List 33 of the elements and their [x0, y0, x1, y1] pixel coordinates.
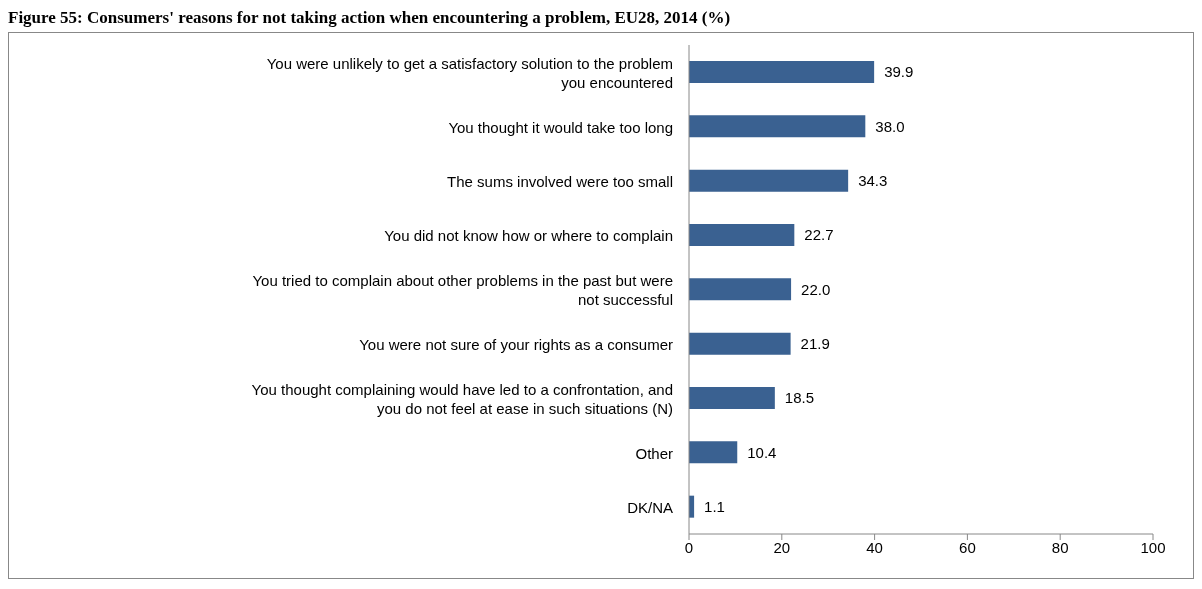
- x-tick-label: 80: [1051, 538, 1069, 556]
- text: Figure 55: Consumers' reasons for not taking action when encountering a problem, EU28, 2014 (%): [8, 8, 732, 28]
- data-label: 10.4: [747, 443, 777, 461]
- x-tick-label: 60: [959, 538, 976, 556]
- bar: [689, 278, 792, 301]
- bar: [689, 169, 849, 192]
- bar: [689, 332, 791, 355]
- y-tick-label: You tried to complain about other problems in the past but were not successful: [252, 271, 673, 308]
- x-tick-label: 0: [684, 538, 694, 556]
- data-label: 21.9: [800, 334, 830, 352]
- y-tick-label: You did not know how or where to complain: [384, 226, 673, 244]
- y-tick-label: You were unlikely to get a satisfactory solution to the problem you encountered: [266, 54, 673, 91]
- y-tick-label: You thought it would take too long: [448, 118, 673, 135]
- bar: [689, 441, 738, 464]
- bar: [689, 224, 795, 246]
- data-label: 1.1: [704, 497, 725, 515]
- x-tick-label: 20: [773, 538, 791, 556]
- data-label: 39.9: [884, 63, 914, 81]
- bar: [689, 387, 775, 409]
- bar: [689, 115, 866, 138]
- y-tick-label: DK/NA: [627, 498, 673, 516]
- y-tick-label: The sums involved were too small: [447, 172, 673, 190]
- data-label: 18.5: [784, 389, 815, 407]
- x-tick-label: 40: [866, 538, 883, 556]
- data-label: 38.0: [875, 117, 905, 135]
- y-tick-label: You were not sure of your rights as a consumer: [359, 335, 673, 353]
- y-tick-label: You thought complaining would have led to a confrontation, and you do not feel at ease in such situations (N): [251, 380, 673, 417]
- data-label: 22.7: [804, 226, 834, 244]
- x-tick-label: 100: [1140, 538, 1166, 556]
- y-tick-label: Other: [635, 444, 673, 461]
- data-label: 34.3: [858, 171, 888, 189]
- bar: [689, 61, 875, 83]
- data-label: 22.0: [801, 280, 831, 298]
